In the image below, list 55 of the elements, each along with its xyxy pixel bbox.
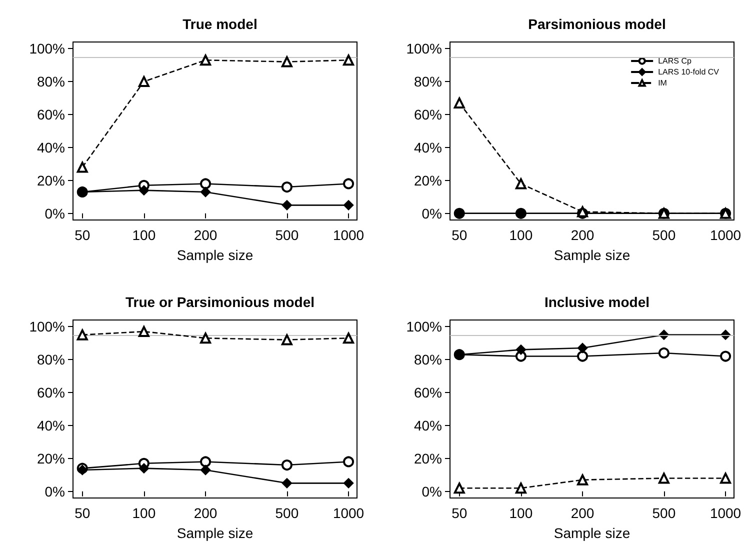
x-tick-label: 200	[194, 227, 218, 243]
x-tick-label: 200	[194, 505, 218, 521]
x-tick-label: 50	[452, 227, 468, 243]
y-tick-label: 40%	[36, 139, 65, 156]
y-tick-label: 20%	[36, 450, 65, 466]
x-tick-label: 100	[509, 227, 533, 243]
x-tick-label: 1000	[710, 227, 742, 243]
y-tick-label: 20%	[36, 172, 65, 188]
chart-title: True model	[182, 16, 258, 32]
x-tick-label: 200	[570, 227, 594, 243]
y-tick-label: 80%	[36, 74, 65, 90]
y-tick-label: 80%	[414, 352, 442, 368]
y-tick-label: 80%	[414, 74, 442, 90]
x-tick-label: 200	[570, 505, 594, 521]
x-tick-label: 50	[74, 505, 90, 521]
chart-title: Inclusive model	[544, 294, 650, 310]
y-tick-label: 80%	[36, 352, 65, 368]
x-tick-label: 1000	[710, 505, 742, 521]
y-tick-label: 60%	[36, 384, 65, 401]
x-tick-label: 50	[452, 505, 468, 521]
chart-title: True or Parsimonious model	[125, 294, 315, 310]
y-tick-label: 100%	[29, 318, 65, 335]
x-tick-label: 500	[275, 505, 299, 521]
x-axis-title: Sample size	[554, 247, 630, 263]
x-axis-title: Sample size	[176, 247, 254, 263]
legend-label: IM	[658, 78, 668, 88]
x-axis-title: Sample size	[176, 525, 254, 541]
x-tick-label: 1000	[332, 227, 364, 243]
y-tick-label: 100%	[406, 318, 442, 335]
x-tick-label: 500	[652, 505, 676, 521]
y-tick-label: 60%	[414, 384, 442, 401]
x-tick-label: 100	[509, 505, 533, 521]
y-tick-label: 40%	[414, 139, 442, 156]
x-tick-label: 100	[132, 505, 156, 521]
chart-title: Parsimonious model	[528, 16, 666, 32]
x-axis-title: Sample size	[554, 525, 630, 541]
x-tick-label: 500	[275, 227, 299, 243]
y-tick-label: 100%	[406, 40, 442, 57]
x-tick-label: 1000	[332, 505, 364, 521]
y-tick-label: 0%	[422, 205, 442, 222]
y-tick-label: 0%	[44, 483, 65, 500]
x-tick-label: 100	[132, 227, 156, 243]
y-tick-label: 40%	[414, 417, 442, 434]
y-tick-label: 0%	[422, 483, 442, 500]
y-tick-label: 0%	[44, 205, 65, 222]
legend-label: LARS Cp	[658, 56, 692, 66]
legend-label: LARS 10-fold CV	[658, 68, 720, 76]
y-tick-label: 60%	[414, 106, 442, 123]
y-tick-label: 100%	[29, 40, 65, 57]
x-tick-label: 500	[652, 227, 676, 243]
y-tick-label: 20%	[414, 450, 442, 466]
y-tick-label: 20%	[414, 172, 442, 188]
x-tick-label: 50	[74, 227, 90, 243]
y-tick-label: 60%	[36, 106, 65, 123]
y-tick-label: 40%	[36, 417, 65, 434]
